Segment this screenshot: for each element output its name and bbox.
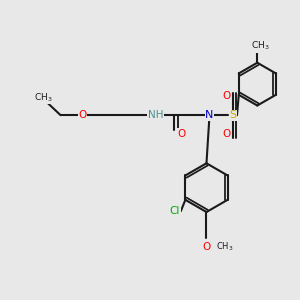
Text: CH$_3$: CH$_3$ (34, 92, 52, 104)
Text: O: O (177, 129, 185, 139)
Text: O: O (78, 110, 86, 120)
Text: O: O (202, 242, 211, 252)
Text: Cl: Cl (170, 206, 180, 216)
Text: CH$_3$: CH$_3$ (251, 40, 270, 52)
Text: O: O (222, 92, 230, 101)
Text: N: N (205, 110, 214, 120)
Text: NH: NH (148, 110, 164, 120)
Text: O: O (222, 129, 230, 139)
Text: CH$_3$: CH$_3$ (216, 240, 233, 253)
Text: S: S (229, 110, 236, 120)
